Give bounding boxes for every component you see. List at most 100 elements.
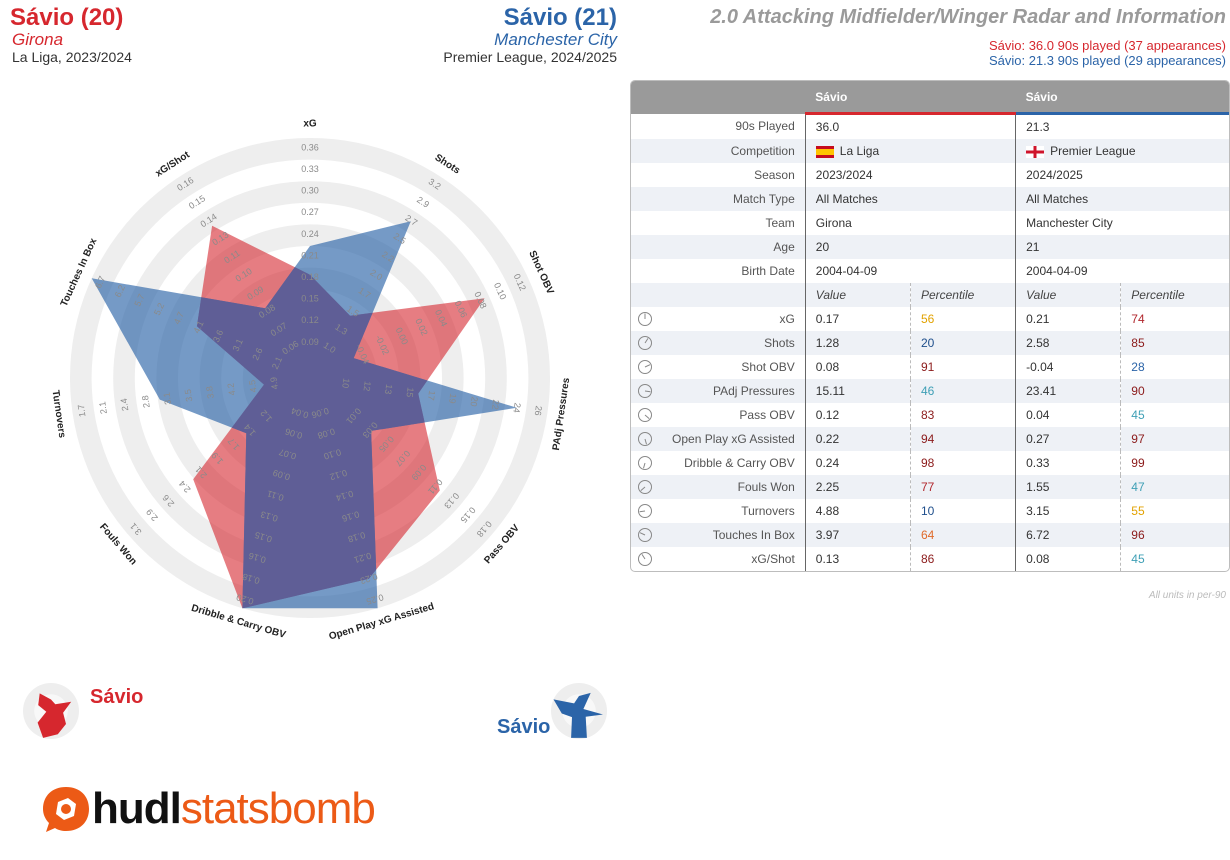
info-value-text: 2004-04-09	[1026, 264, 1088, 278]
radar-tick-label: 0.12	[301, 315, 319, 325]
player2-stat-value: 23.41	[1015, 379, 1121, 403]
radar-tick-label: 0.27	[301, 207, 319, 217]
info-label: Team	[765, 216, 795, 230]
radar-tick-label: 0.25	[365, 592, 385, 607]
player2-percentile: 28	[1120, 355, 1229, 379]
stat-label-text: PAdj Pressures	[712, 384, 795, 398]
stat-label: PAdj Pressures	[631, 379, 806, 403]
radar-tick-label: 2.1	[97, 401, 109, 415]
radar-tick-label: 3.1	[161, 392, 173, 406]
thumb-radar-shape	[553, 692, 603, 738]
stat-clock-icon	[638, 432, 652, 446]
stat-label-text: xG	[779, 312, 795, 326]
player2-stat-value: -0.04	[1015, 355, 1121, 379]
table-row: PAdj Pressures 15.11 46 23.41 90	[631, 379, 1229, 403]
table-row: Open Play xG Assisted 0.22 94 0.27 97	[631, 427, 1229, 451]
radar-tick-label: 13	[383, 384, 394, 395]
subheader-value: Value	[804, 283, 911, 307]
radar-tick-label: 0.15	[254, 530, 274, 545]
stat-label: Shot OBV	[631, 355, 805, 379]
player1-info-value: 20	[804, 235, 1016, 259]
units-note: All units in per-90	[1148, 590, 1226, 601]
stat-label-text: Dribble & Carry OBV	[684, 456, 795, 470]
legend-player1: Sávio	[90, 686, 144, 708]
info-value-text: Girona	[815, 216, 852, 230]
radar-chart: 0.09 0.12 0.15 0.18 0.21 0.24 0.27 0.30 0.33 0.36…	[50, 119, 573, 643]
player1-percentile: 46	[909, 379, 1016, 403]
radar-axis-label: PAdj Pressures	[551, 377, 572, 451]
subheader-percentile: Percentile	[1120, 283, 1229, 307]
stat-label-text: Shot OBV	[741, 360, 795, 374]
radar-tick-label: 0.30	[301, 186, 319, 196]
player2-stat-value: 0.04	[1015, 403, 1121, 427]
stat-label: Pass OBV	[631, 403, 805, 427]
stat-label: xG	[631, 307, 805, 331]
player1-percentile: 77	[909, 475, 1016, 499]
player2-info-value: 21.3	[1015, 113, 1229, 139]
table-row: Pass OBV 0.12 83 0.04 45	[631, 403, 1229, 427]
radar-tick-label: 4.9	[268, 376, 280, 390]
player2-info-value: 2024/2025	[1015, 163, 1229, 187]
player1-minutes-note: Sávio: 36.0 90s played (37 appearances)	[988, 38, 1226, 53]
table-row: Shot OBV 0.08 91 -0.04 28	[631, 355, 1229, 379]
stat-clock-icon	[638, 504, 652, 518]
table-row: Touches In Box 3.97 64 6.72 96	[631, 523, 1229, 547]
radar-tick-label: 0.18	[301, 272, 319, 282]
table-row: Age 20 21	[631, 235, 1229, 259]
player1-stat-value: 0.17	[804, 307, 911, 331]
radar-tick-label: 22	[490, 399, 501, 410]
player1-stat-value: 0.24	[804, 451, 911, 475]
player1-stat-value: 0.13	[804, 547, 911, 571]
player2-stat-value: 0.33	[1015, 451, 1121, 475]
player1-stat-value: 4.88	[804, 499, 911, 523]
player1-info-value: La Liga	[804, 139, 1016, 163]
player2-percentile: 74	[1120, 307, 1229, 331]
player2-stat-value: 0.21	[1015, 307, 1121, 331]
radar-tick-label: 0.07	[278, 447, 298, 462]
radar-tick-label: 0.04	[290, 406, 310, 421]
radar-tick-label: 4.2	[226, 382, 238, 396]
radar-tick-label: 0.08	[316, 426, 336, 441]
radar-tick-label: 1.7	[76, 404, 88, 418]
table-row: Fouls Won 2.25 77 1.55 47	[631, 475, 1229, 499]
radar-tick-label: 0.16	[341, 509, 361, 524]
stat-label: Touches In Box	[631, 523, 806, 547]
player2-percentile: 45	[1120, 547, 1229, 571]
player1-stat-value: 2.25	[804, 475, 911, 499]
player1-info-value: All Matches	[804, 187, 1016, 211]
logo-hudl-text: hudl	[92, 784, 182, 833]
statsbomb-logo-icon	[43, 787, 89, 832]
stat-clock-icon	[638, 528, 652, 542]
player1-percentile: 86	[909, 547, 1016, 571]
info-value-text: 21	[1026, 240, 1040, 254]
radar-axis-label: xG	[303, 119, 317, 130]
table-row: Competition La Liga Premier League	[631, 139, 1229, 163]
table-body: 90s Played 36.0 21.3 Competition La Liga Prem…	[631, 113, 1229, 571]
radar-tick-label: 17	[426, 390, 437, 401]
stat-label: Turnovers	[631, 499, 805, 523]
radar-tick-label: 5.7	[132, 292, 146, 308]
stat-label-text: Fouls Won	[737, 480, 795, 494]
table-subheader-row: Value Percentile Value Percentile	[631, 283, 1229, 307]
stat-label: Shots	[631, 331, 806, 355]
player2-percentile: 85	[1120, 331, 1229, 355]
info-label: Match Type	[631, 187, 806, 211]
radar-tick-label: 2.4	[119, 398, 131, 412]
stat-label: Dribble & Carry OBV	[631, 451, 805, 475]
player2-percentile: 45	[1120, 403, 1229, 427]
player2-minutes-note: Sávio: 21.3 90s played (29 appearances)	[988, 53, 1226, 68]
stat-label: xG/Shot	[631, 547, 805, 571]
subheader-value: Value	[1015, 283, 1121, 307]
player2-stat-value: 2.58	[1015, 331, 1121, 355]
info-value-text: 2024/2025	[1026, 168, 1083, 182]
player2-percentile: 99	[1120, 451, 1229, 475]
player1-stat-value: 3.97	[804, 523, 911, 547]
stat-label-text: Pass OBV	[739, 408, 795, 422]
stat-label: Fouls Won	[631, 475, 806, 499]
stat-label-text: Open Play xG Assisted	[672, 432, 795, 446]
info-label: Season	[754, 168, 795, 182]
player1-percentile: 94	[909, 427, 1016, 451]
player2-league-season: Premier League, 2024/2025	[443, 49, 617, 65]
info-value-text: Premier League	[1050, 144, 1136, 158]
player2-stat-value: 6.72	[1015, 523, 1121, 547]
